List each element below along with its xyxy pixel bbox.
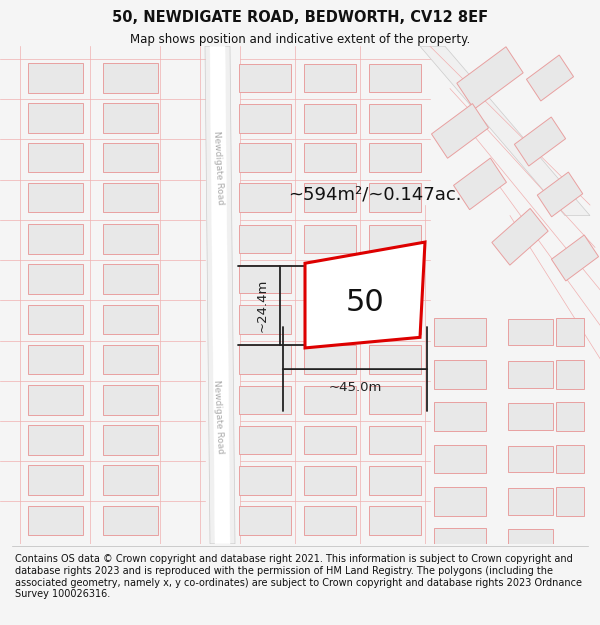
Polygon shape <box>434 360 486 389</box>
Polygon shape <box>556 402 584 431</box>
Polygon shape <box>304 426 356 454</box>
Polygon shape <box>304 305 356 334</box>
Polygon shape <box>551 235 599 281</box>
Polygon shape <box>434 528 486 549</box>
Polygon shape <box>103 63 157 93</box>
Polygon shape <box>103 304 157 334</box>
Polygon shape <box>28 63 83 93</box>
Polygon shape <box>28 264 83 294</box>
Polygon shape <box>304 466 356 494</box>
Polygon shape <box>239 183 291 212</box>
Text: Newdigate Road: Newdigate Road <box>212 379 224 454</box>
Polygon shape <box>28 103 83 133</box>
Text: ~594m²/~0.147ac.: ~594m²/~0.147ac. <box>288 186 462 204</box>
Text: Map shows position and indicative extent of the property.: Map shows position and indicative extent… <box>130 33 470 46</box>
Polygon shape <box>434 402 486 431</box>
Text: ~45.0m: ~45.0m <box>328 381 382 394</box>
Polygon shape <box>28 506 83 535</box>
Polygon shape <box>210 46 230 544</box>
Text: Contains OS data © Crown copyright and database right 2021. This information is : Contains OS data © Crown copyright and d… <box>15 554 582 599</box>
Polygon shape <box>492 208 548 265</box>
Polygon shape <box>369 345 421 374</box>
Polygon shape <box>508 319 553 345</box>
Polygon shape <box>434 318 486 346</box>
Polygon shape <box>369 305 421 334</box>
Polygon shape <box>103 385 157 414</box>
Polygon shape <box>239 386 291 414</box>
Polygon shape <box>28 224 83 254</box>
Polygon shape <box>526 55 574 101</box>
Polygon shape <box>239 265 291 293</box>
Polygon shape <box>103 345 157 374</box>
Polygon shape <box>103 506 157 535</box>
Polygon shape <box>103 103 157 133</box>
Polygon shape <box>420 46 590 216</box>
Polygon shape <box>304 183 356 212</box>
Polygon shape <box>304 345 356 374</box>
Polygon shape <box>369 224 421 253</box>
Polygon shape <box>304 506 356 535</box>
Polygon shape <box>28 385 83 414</box>
Polygon shape <box>239 64 291 92</box>
Text: 50: 50 <box>346 288 385 317</box>
Polygon shape <box>103 264 157 294</box>
Polygon shape <box>239 224 291 253</box>
Polygon shape <box>508 446 553 472</box>
Polygon shape <box>431 104 488 158</box>
Text: Newdigate Road: Newdigate Road <box>212 131 224 205</box>
Polygon shape <box>304 386 356 414</box>
Polygon shape <box>556 318 584 346</box>
Polygon shape <box>103 466 157 495</box>
Polygon shape <box>457 47 523 109</box>
Polygon shape <box>537 172 583 217</box>
Text: 50, NEWDIGATE ROAD, BEDWORTH, CV12 8EF: 50, NEWDIGATE ROAD, BEDWORTH, CV12 8EF <box>112 10 488 25</box>
Polygon shape <box>305 242 425 348</box>
Text: ~24.4m: ~24.4m <box>256 279 269 332</box>
Polygon shape <box>508 404 553 430</box>
Polygon shape <box>508 529 553 548</box>
Polygon shape <box>369 386 421 414</box>
Polygon shape <box>304 64 356 92</box>
Polygon shape <box>28 182 83 213</box>
Polygon shape <box>28 142 83 172</box>
Polygon shape <box>28 304 83 334</box>
Polygon shape <box>239 426 291 454</box>
Polygon shape <box>304 143 356 172</box>
Polygon shape <box>28 425 83 455</box>
Polygon shape <box>369 183 421 212</box>
Polygon shape <box>205 46 235 544</box>
Polygon shape <box>369 466 421 494</box>
Polygon shape <box>369 143 421 172</box>
Polygon shape <box>508 361 553 388</box>
Polygon shape <box>556 445 584 473</box>
Polygon shape <box>28 345 83 374</box>
Polygon shape <box>369 506 421 535</box>
Polygon shape <box>103 142 157 172</box>
Polygon shape <box>304 265 356 293</box>
Polygon shape <box>103 425 157 455</box>
Polygon shape <box>239 104 291 132</box>
Polygon shape <box>239 143 291 172</box>
Polygon shape <box>454 158 506 209</box>
Polygon shape <box>239 345 291 374</box>
Polygon shape <box>508 488 553 514</box>
Polygon shape <box>369 64 421 92</box>
Polygon shape <box>239 506 291 535</box>
Polygon shape <box>369 104 421 132</box>
Polygon shape <box>556 487 584 516</box>
Polygon shape <box>369 265 421 293</box>
Polygon shape <box>514 117 566 166</box>
Polygon shape <box>434 445 486 473</box>
Polygon shape <box>28 466 83 495</box>
Polygon shape <box>103 182 157 213</box>
Polygon shape <box>103 224 157 254</box>
Polygon shape <box>556 360 584 389</box>
Polygon shape <box>239 466 291 494</box>
Polygon shape <box>239 305 291 334</box>
Polygon shape <box>304 224 356 253</box>
Polygon shape <box>434 487 486 516</box>
Polygon shape <box>369 426 421 454</box>
Polygon shape <box>304 104 356 132</box>
